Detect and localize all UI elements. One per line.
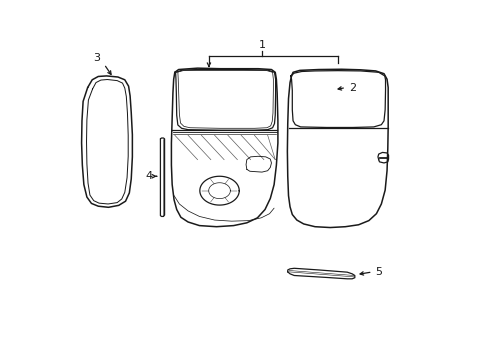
Text: 3: 3 [93, 53, 101, 63]
Text: 4: 4 [144, 171, 152, 181]
Text: 2: 2 [348, 82, 356, 93]
Text: 5: 5 [375, 267, 382, 277]
Text: 1: 1 [258, 40, 265, 50]
